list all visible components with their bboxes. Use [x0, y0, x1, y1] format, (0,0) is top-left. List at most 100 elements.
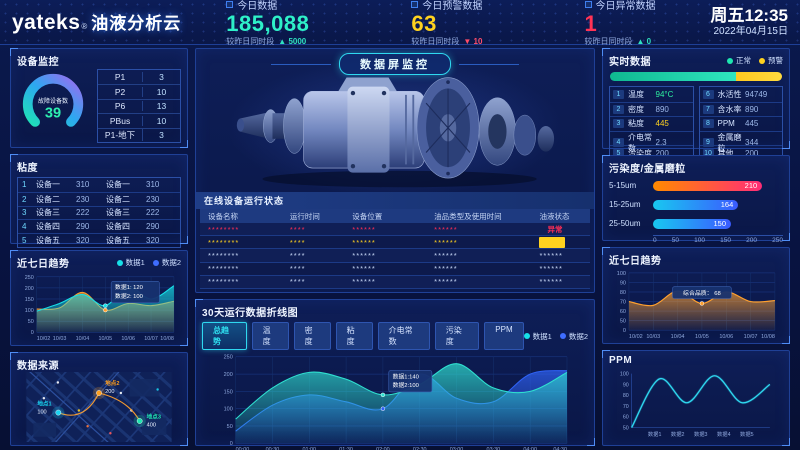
machine-display: 数据屏监控	[196, 49, 594, 193]
table-row: 4 介电常数 2.3	[610, 130, 693, 153]
stat-block-2: 今日异常数据 1 较昨日同时段 ▲ 0	[584, 0, 656, 47]
tab-contamination[interactable]: 污染度	[434, 322, 480, 350]
svg-text:数据1: 数据1	[648, 430, 662, 438]
tab-dielectric[interactable]: 介电常数	[377, 322, 430, 350]
stat-label: 今日预警数据	[411, 0, 482, 12]
screen-title: 数据屏监控	[339, 53, 451, 75]
legend-item-0[interactable]: 正常	[727, 55, 751, 66]
status-table-header: 设备名称 运行时间 设备位置 油品类型及使用时间 油液状态	[200, 209, 590, 224]
table-row: ******** **** ****** ****** 预警	[200, 236, 590, 250]
svg-text:10/07: 10/07	[744, 334, 758, 340]
svg-text:200: 200	[25, 286, 34, 292]
bar-row: 25-50um 150	[609, 215, 783, 232]
tab-temperature[interactable]: 温度	[251, 322, 289, 350]
svg-text:200: 200	[224, 372, 233, 378]
bar-value: 164	[720, 199, 734, 209]
svg-text:50: 50	[28, 319, 34, 325]
tab-overall[interactable]: 总趋势	[202, 322, 247, 350]
panel-title: 实时数据	[609, 57, 651, 68]
table-row: 6 水活性 94749	[700, 87, 783, 102]
warning-segment	[735, 72, 782, 81]
svg-text:10/05: 10/05	[99, 336, 113, 342]
table-row: ******** **** ****** ****** ******	[200, 262, 590, 276]
legend-dot	[727, 57, 733, 64]
legend-item-1[interactable]: 预警	[759, 55, 783, 66]
svg-text:0: 0	[623, 328, 626, 334]
svg-text:03:30: 03:30	[487, 447, 501, 450]
table-row: 2 密度 890	[610, 101, 693, 117]
realtime-table-left: 1 温度 94°C 2 密度 890 3 粘度 445 4 介电常数 2.3 5 污染度 200	[609, 86, 694, 161]
machine-illustration	[236, 77, 555, 188]
panel-trend7-right: 近七日趋势 0 50 60 70 80 90 100 10/02 10/03 10/04 10/05…	[602, 247, 790, 344]
panel-title: 粘度	[17, 163, 38, 174]
svg-text:80: 80	[623, 393, 629, 399]
table-row: ******** **** ****** ****** 异常	[200, 223, 590, 237]
contamination-bars: 5-15um 210 15-25um 164 25-50um 150	[609, 177, 783, 232]
monthly-chart: 0 50 100 150 200 250 00:00 00:30 01:00 01:30 02:00…	[202, 350, 588, 450]
legend: 数据1 数据2	[523, 331, 588, 342]
svg-text:200: 200	[105, 389, 114, 395]
svg-text:数据2: 数据2	[671, 430, 685, 438]
panel-ppm: PPM 50 60 70 80 90 100 数据1 数据2 数据3 数据4 数据5	[602, 350, 790, 446]
contamination-axis: 0 50 100 150 200 250	[653, 235, 783, 244]
stat-compare: 较昨日同时段 ▲ 0	[584, 36, 652, 46]
stat-label: 今日数据	[226, 0, 309, 12]
svg-text:10/06: 10/06	[719, 334, 733, 340]
stat-icon	[411, 1, 419, 9]
tab-viscosity[interactable]: 粘度	[335, 322, 373, 350]
svg-text:100: 100	[617, 271, 626, 277]
svg-text:02:30: 02:30	[413, 447, 427, 450]
svg-text:数据1: 120: 数据1: 120	[115, 283, 144, 291]
svg-text:90: 90	[620, 280, 626, 286]
capsule-line-right	[459, 63, 519, 65]
legend-dot	[559, 333, 566, 339]
stat-block-1: 今日预警数据 63 较昨日同时段 ▼ 10	[411, 0, 482, 47]
svg-text:01:00: 01:00	[302, 447, 316, 450]
svg-text:50: 50	[227, 424, 233, 430]
svg-text:综合品质： 68: 综合品质： 68	[683, 289, 721, 297]
svg-text:00:30: 00:30	[266, 447, 280, 450]
svg-text:04:30: 04:30	[553, 447, 567, 450]
svg-text:0: 0	[230, 441, 233, 447]
stat-block-0: 今日数据 185,088 较昨日同时段 ▲ 5000	[226, 0, 309, 47]
table-row: 3 设备三 222 设备三 222	[18, 205, 180, 220]
legend-item-0[interactable]: 数据1	[116, 257, 145, 268]
table-row: 7 含水率 890	[699, 101, 782, 117]
legend-item-1[interactable]: 数据2	[152, 257, 181, 268]
svg-text:100: 100	[37, 409, 46, 415]
svg-text:60: 60	[620, 309, 626, 315]
svg-text:400: 400	[147, 422, 156, 428]
table-row: 4 设备四 290 设备四 290	[18, 219, 180, 233]
right-column: 实时数据 正常 预警 1 温度 94°C 2 密度 890 3 粘度 445 4 介电常数 2.3 5 污染…	[602, 48, 790, 446]
legend-item-0[interactable]: 数据1	[523, 331, 552, 342]
svg-text:地点1: 地点1	[37, 400, 51, 408]
svg-text:故障设备数: 故障设备数	[38, 97, 68, 105]
ppm-chart: 50 60 70 80 90 100 数据1 数据2 数据3 数据4 数据5	[609, 366, 783, 438]
bar: 150	[653, 218, 731, 229]
device-count-table: P1 3 P2 10 P6 13 PBus 10 P1-地下 3	[97, 69, 181, 143]
table-row: 1 设备一 310 设备一 310	[22, 180, 160, 190]
svg-text:01:30: 01:30	[339, 447, 353, 450]
svg-text:地点3: 地点3	[147, 412, 161, 420]
svg-text:100: 100	[25, 308, 34, 314]
svg-text:10/04: 10/04	[671, 334, 685, 340]
fault-device-gauge: 故障设备数 39	[17, 70, 91, 142]
table-row: P2 10	[98, 84, 180, 98]
app-title: 油液分析云	[91, 14, 182, 33]
svg-text:地点2: 地点2	[105, 379, 119, 387]
table-row: P1-地下 3	[98, 127, 180, 142]
tab-ppm[interactable]: PPM	[484, 322, 524, 350]
svg-text:10/03: 10/03	[646, 334, 660, 340]
stat-value: 63	[411, 11, 437, 37]
tab-density[interactable]: 密度	[293, 322, 331, 350]
legend-item-1[interactable]: 数据2	[559, 331, 588, 342]
table-row: PBus 10	[98, 113, 180, 127]
svg-text:150: 150	[25, 297, 34, 303]
capsule-line-left	[271, 63, 331, 65]
left-column: 设备监控 故障设备数 39 P1 3 P2 10 P6 13 PBus 10 P1-地下 3 粘度 …	[10, 48, 188, 446]
